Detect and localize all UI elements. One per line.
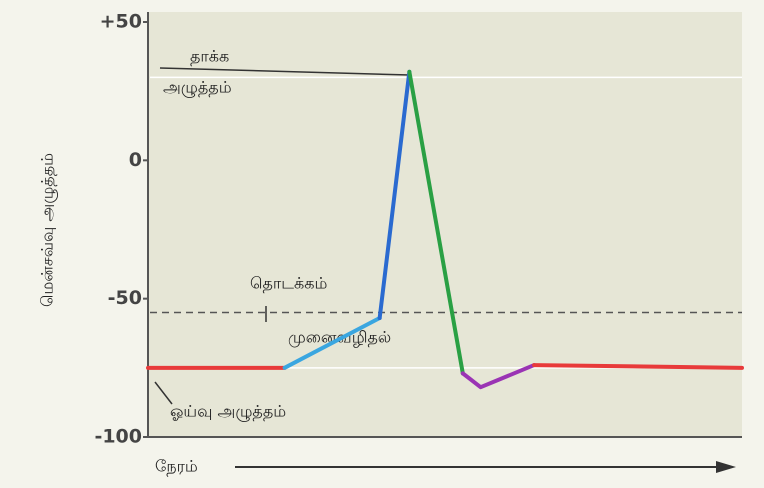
leader-line	[154, 381, 173, 405]
y-tick-label: -50	[108, 287, 142, 309]
annotation: அழுத்தம்	[163, 78, 232, 98]
y-axis-label: மென்சவ்வு அழுத்தம்	[38, 153, 58, 307]
y-tick-label: 0	[129, 149, 142, 171]
leader-line	[159, 67, 411, 76]
plot-area	[148, 12, 742, 437]
annotation: தாக்க	[190, 47, 229, 66]
annotation: தொடக்கம்	[250, 274, 327, 293]
y-tick-label: -100	[94, 426, 142, 448]
line-segment	[407, 69, 465, 376]
line-segment	[532, 363, 744, 370]
arrow-head	[716, 461, 736, 473]
line-segment	[460, 363, 537, 390]
annotation: ஓய்வு அழுத்தம்	[170, 402, 286, 422]
line-segment	[377, 69, 412, 321]
x-axis-label: நேரம்	[155, 457, 198, 476]
line-segment	[282, 316, 382, 370]
y-tick-label: +50	[100, 11, 142, 33]
